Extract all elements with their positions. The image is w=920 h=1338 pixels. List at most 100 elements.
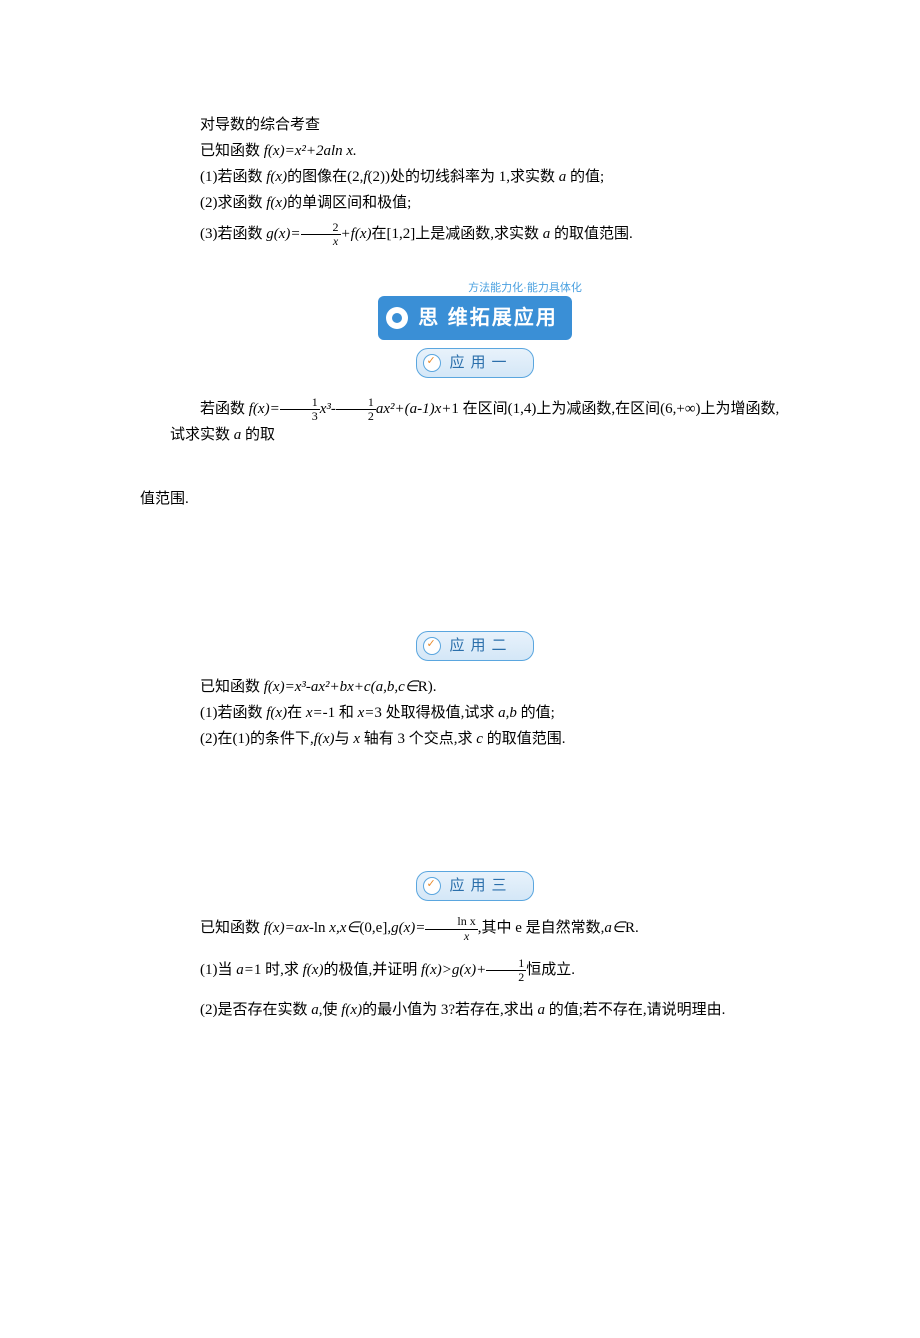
app2-l2: (1)若函数 f(x)在 x=-1 和 x=3 处取得极值,试求 a,b 的值; [170, 701, 780, 725]
t: (2)求函数 [200, 195, 266, 211]
t: a [234, 427, 245, 443]
app2-l1: 已知函数 f(x)=x³-ax²+bx+c(a,b,c∈R). [170, 675, 780, 699]
app3-l2: (1)当 a=1 时,求 f(x)的极值,并证明 f(x)>g(x)+12恒成立… [170, 957, 780, 984]
t: R. [625, 920, 639, 936]
t: c [476, 731, 486, 747]
den: 2 [486, 971, 526, 984]
pill-wrap: 应用一 [170, 348, 780, 378]
t: +f(x) [341, 226, 372, 242]
t: 3 处取得极值,试求 [374, 705, 498, 721]
t: 在[1,2]上是减函数,求实数 [371, 226, 542, 242]
num: 1 [280, 396, 320, 410]
t: f(x) [266, 195, 287, 211]
t: a [543, 226, 554, 242]
t: 的值; [570, 169, 604, 185]
t: a,b [498, 705, 521, 721]
t: x= [358, 705, 375, 721]
t: 若函数 [200, 401, 249, 417]
t: f(x)=ax- [264, 920, 314, 936]
intro-q1: (1)若函数 f(x)的图像在(2,f(2))处的切线斜率为 1,求实数 a 的… [170, 165, 780, 189]
app3-l1: 已知函数 f(x)=ax-ln x,x∈(0,e],g(x)=ln xx,其中 … [170, 915, 780, 942]
intro-q3: (3)若函数 g(x)=2x+f(x)在[1,2]上是减函数,求实数 a 的取值… [170, 221, 780, 248]
pill-app3: 应用三 [416, 871, 533, 901]
den: 2 [336, 410, 376, 423]
t: a [311, 1002, 319, 1018]
t: g(x)= [391, 920, 425, 936]
t: (1)当 [200, 962, 236, 978]
t: f(x) [341, 1002, 362, 1018]
t: 的值; [521, 705, 555, 721]
intro-q2: (2)求函数 f(x)的单调区间和极值; [170, 191, 780, 215]
fraction: 12 [336, 396, 376, 423]
t: a [559, 169, 570, 185]
t: (2)在(1)的条件下, [200, 731, 314, 747]
t: f(x)=x³-ax²+bx+c(a,b,c∈ [264, 679, 418, 695]
t: R). [418, 679, 437, 695]
fraction: 2x [301, 221, 341, 248]
banner-block: 方法能力化·能力具体化 思 维拓展应用 应用一 [170, 280, 780, 378]
t: x= [306, 705, 323, 721]
den: x [425, 930, 477, 943]
t: a∈ [604, 920, 625, 936]
t: 已知函数 [200, 920, 264, 936]
t: 恒成立. [526, 962, 575, 978]
t: 1 时,求 [254, 962, 303, 978]
app2-l3: (2)在(1)的条件下,f(x)与 x 轴有 3 个交点,求 c 的取值范围. [170, 727, 780, 751]
pill-wrap: 应用三 [170, 871, 780, 901]
t: x³- [320, 401, 336, 417]
t: f(x) [303, 962, 324, 978]
t: ln [314, 920, 329, 936]
fraction: 13 [280, 396, 320, 423]
t: 的图像在(2, [287, 169, 363, 185]
formula: f(x)=x²+2aln x. [264, 143, 357, 159]
fraction: ln xx [425, 915, 477, 942]
t: (2))处的切线斜率为 1,求实数 [368, 169, 559, 185]
t: 与 [335, 731, 354, 747]
t: (2)是否存在实数 [200, 1002, 311, 1018]
t: x,x∈ [329, 920, 359, 936]
section-title: 对导数的综合考查 [170, 113, 780, 137]
app1-line1: 若函数 f(x)=13x³-12ax²+(a-1)x+1 在区间(1,4)上为减… [170, 396, 780, 447]
num: 1 [486, 957, 526, 971]
t: -1 和 [323, 705, 358, 721]
t: a= [236, 962, 254, 978]
t: 的值;若不存在,请说明理由. [549, 1002, 726, 1018]
t: 的取 [245, 427, 275, 443]
t: ,使 [319, 1002, 342, 1018]
pill-app2: 应用二 [416, 631, 533, 661]
t: ,其中 e 是自然常数, [478, 920, 605, 936]
t: f(x) [266, 169, 287, 185]
t: 的最小值为 3?若存在,求出 [362, 1002, 537, 1018]
t: (1)若函数 [200, 705, 266, 721]
t: f(x)>g(x)+ [421, 962, 486, 978]
t: 的取值范围. [554, 226, 633, 242]
t: f(x)= [249, 401, 280, 417]
text: 已知函数 [200, 143, 264, 159]
t: f(x) [266, 705, 287, 721]
den: x [301, 235, 341, 248]
t: (3)若函数 [200, 226, 266, 242]
pill-app1: 应用一 [416, 348, 533, 378]
num: ln x [425, 915, 477, 929]
fraction: 12 [486, 957, 526, 984]
num: 1 [336, 396, 376, 410]
intro-given: 已知函数 f(x)=x²+2aln x. [170, 139, 780, 163]
t: x [353, 731, 363, 747]
app3-l3: (2)是否存在实数 a,使 f(x)的最小值为 3?若存在,求出 a 的值;若不… [170, 998, 780, 1022]
den: 3 [280, 410, 320, 423]
t: (1)若函数 [200, 169, 266, 185]
t: 轴有 3 个交点,求 [364, 731, 477, 747]
t: 已知函数 [200, 679, 264, 695]
pill-wrap: 应用二 [170, 631, 780, 661]
t: (0,e], [359, 920, 391, 936]
app1-line2: 值范围. [140, 487, 780, 511]
t: 在 [287, 705, 306, 721]
t: a [538, 1002, 549, 1018]
t: ax²+(a-1)x+ [376, 401, 452, 417]
t: 的取值范围. [487, 731, 566, 747]
t: f(x) [314, 731, 335, 747]
num: 2 [301, 221, 341, 235]
t: 的极值,并证明 [323, 962, 421, 978]
t: g(x)= [266, 226, 300, 242]
banner-main: 思 维拓展应用 [378, 296, 572, 340]
